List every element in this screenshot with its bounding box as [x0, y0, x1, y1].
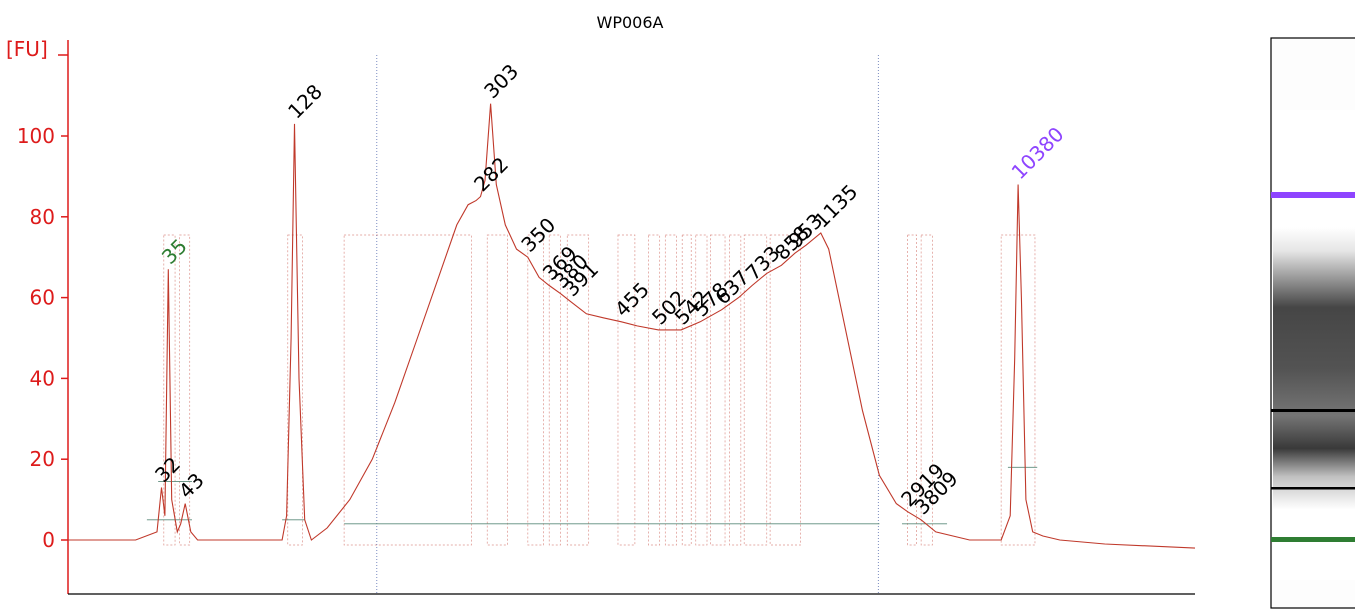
peak-integration-box — [907, 234, 917, 546]
y-tick-label: 40 — [30, 366, 55, 390]
peak-label: 1135 — [809, 180, 862, 233]
gel-band — [1271, 487, 1355, 490]
peak-label: 282 — [469, 152, 513, 196]
peak-integration-box — [648, 234, 661, 546]
gel-smear — [1273, 110, 1355, 580]
y-tick-label: 60 — [30, 286, 55, 310]
y-tick-label: 80 — [30, 205, 55, 229]
peak-integration-box — [1000, 234, 1036, 546]
electropherogram-trace — [68, 103, 1196, 549]
peak-integration-box — [695, 234, 708, 546]
peak-label: 35 — [157, 234, 192, 269]
peak-integration-box — [566, 234, 590, 546]
peak-label: 303 — [479, 59, 523, 103]
sample-title: WP006A — [597, 13, 664, 32]
peak-integration-box — [729, 234, 742, 546]
gel-band-lower-marker — [1271, 537, 1355, 542]
peak-integration-box — [287, 234, 303, 546]
peak-integration-box — [664, 234, 677, 546]
peak-integration-box — [548, 234, 561, 546]
y-axis-label: [FU] — [6, 37, 48, 61]
gel-lane-image — [1270, 37, 1355, 609]
y-tick-label: 0 — [42, 528, 55, 552]
peak-integration-box — [743, 234, 768, 546]
peak-label: 455 — [610, 277, 654, 321]
peak-integration-box — [486, 234, 508, 546]
peak-integration-box — [710, 234, 726, 546]
peak-integration-box — [163, 234, 176, 546]
peak-label: 350 — [516, 213, 560, 257]
y-tick-label: 100 — [17, 124, 55, 148]
gel-band-upper-marker — [1271, 192, 1355, 198]
peak-label: 128 — [283, 79, 327, 123]
y-tick-label: 20 — [30, 447, 55, 471]
gel-band — [1271, 409, 1355, 412]
peak-integration-box — [343, 234, 472, 546]
peak-label: 10380 — [1007, 122, 1069, 184]
peak-integration-box — [681, 234, 692, 546]
peak-integration-box — [769, 234, 801, 546]
peak-integration-box — [920, 234, 933, 546]
peak-integration-box — [617, 234, 636, 546]
peak-integration-box — [179, 234, 191, 546]
peak-integration-box — [527, 234, 544, 546]
